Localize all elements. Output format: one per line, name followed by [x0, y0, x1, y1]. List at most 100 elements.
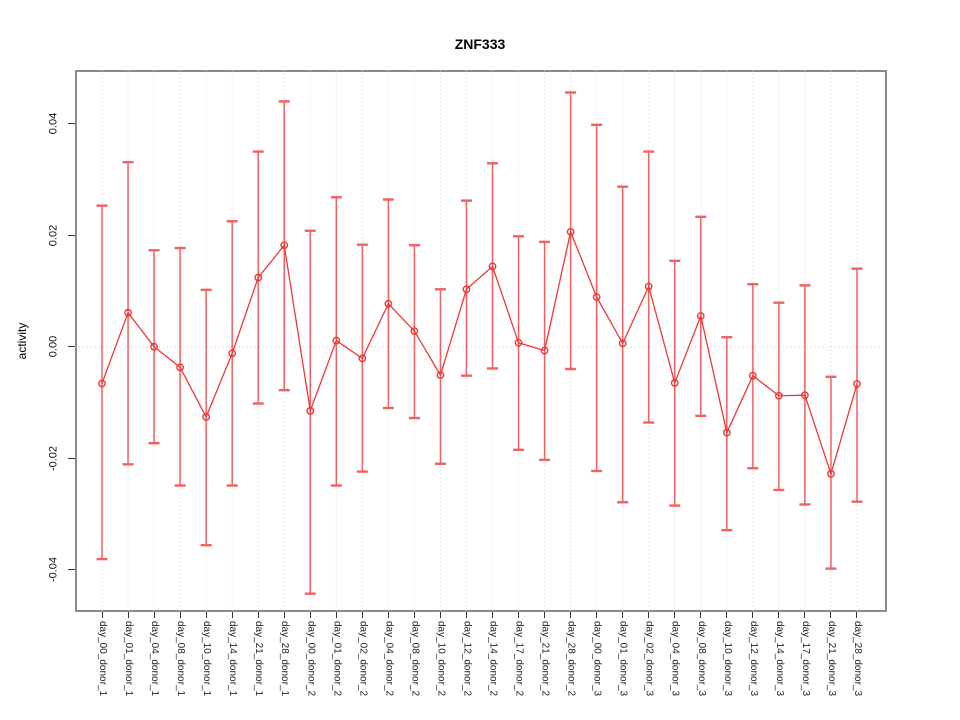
x-axis-tick-label: day_02_donor_2 [357, 621, 369, 697]
x-axis-tick-label: day_01_donor_2 [331, 621, 343, 697]
x-axis-tick-label: day_12_donor_2 [461, 621, 473, 697]
x-axis-tick [387, 612, 389, 618]
x-axis-tick [205, 612, 207, 618]
x-axis-tick [335, 612, 337, 618]
x-axis-tick [231, 612, 233, 618]
x-axis-tick-label: day_08_donor_1 [175, 621, 187, 697]
x-axis-tick [439, 612, 441, 618]
x-axis-tick-label: day_14_donor_2 [487, 621, 499, 697]
data-point-marker [384, 299, 393, 308]
data-point-marker [514, 338, 523, 347]
data-point-marker [254, 273, 263, 282]
x-axis-tick-label: day_17_donor_3 [799, 621, 811, 697]
x-axis-tick-label: day_28_donor_1 [279, 621, 291, 697]
plot-frame [75, 70, 887, 612]
y-axis-title: activity [15, 322, 29, 360]
x-axis-tick [570, 612, 572, 618]
x-axis-tick [752, 612, 754, 618]
x-axis-tick-label: day_00_donor_1 [97, 621, 108, 697]
x-axis-tick [518, 612, 520, 618]
x-axis-tick [804, 612, 806, 618]
x-axis-tick-label: day_04_donor_2 [383, 621, 395, 697]
x-axis-tick [726, 612, 728, 618]
x-axis-tick [492, 612, 493, 618]
data-point-marker [540, 346, 549, 355]
data-point-marker [358, 354, 367, 363]
x-axis-tick [361, 612, 363, 618]
x-axis-tick-label: day_00_donor_3 [591, 621, 603, 697]
x-axis-tick-label: day_04_donor_3 [669, 621, 681, 697]
y-axis-tick-label: -0.02 [47, 445, 60, 471]
x-axis-tick [309, 612, 311, 618]
x-axis-tick-label: day_21_donor_3 [825, 621, 837, 697]
data-point-marker [332, 336, 341, 345]
x-axis-tick-label: day_28_donor_3 [851, 621, 863, 697]
y-axis-tick [68, 569, 75, 571]
data-point-marker [644, 282, 653, 291]
x-axis-tick-label: day_04_donor_1 [149, 621, 161, 697]
x-axis-tick [127, 612, 129, 618]
data-point-marker [228, 349, 237, 358]
x-axis-tick [544, 612, 546, 618]
data-point-marker [670, 379, 679, 387]
y-axis-tick-label: -0.04 [47, 557, 60, 583]
x-axis-tick [283, 612, 285, 618]
data-point-marker [827, 469, 835, 478]
data-point-marker [176, 363, 185, 372]
x-axis-tick [153, 612, 155, 618]
plot-area [75, 70, 887, 612]
y-axis-tick [68, 123, 75, 125]
data-point-marker [592, 293, 601, 301]
data-point-marker [124, 308, 132, 317]
x-axis-tick [101, 612, 103, 618]
data-point-marker [202, 413, 211, 421]
x-axis-tick-label: day_14_donor_1 [227, 621, 239, 697]
y-axis-tick [68, 346, 75, 348]
y-axis-tick-label: 0.00 [47, 335, 60, 358]
x-axis-tick-label: day_10_donor_2 [435, 621, 447, 697]
data-point-marker [462, 285, 471, 294]
data-point-marker [774, 391, 783, 400]
x-axis-tick [413, 612, 415, 618]
y-axis-tick [68, 457, 75, 459]
data-point-marker [488, 262, 497, 271]
series-line [101, 229, 858, 477]
data-point-marker [566, 227, 575, 236]
y-axis-tick-label: 0.04 [47, 112, 60, 135]
data-point-marker [436, 371, 445, 380]
data-point-marker [853, 380, 861, 388]
x-axis-tick [674, 612, 676, 618]
x-axis-tick [778, 612, 780, 618]
y-axis-tick-label: 0.02 [47, 224, 60, 246]
data-point-marker [306, 406, 315, 415]
data-point-marker [280, 241, 289, 250]
x-axis-tick-label: day_08_donor_3 [695, 621, 707, 697]
data-point-marker [618, 339, 627, 348]
y-axis-tick [68, 234, 75, 236]
x-axis-tick-label: day_01_donor_1 [123, 621, 135, 697]
x-axis-tick-label: day_10_donor_3 [721, 621, 733, 697]
x-axis-tick [465, 612, 467, 618]
x-axis-tick-label: day_21_donor_1 [253, 621, 265, 697]
data-point-marker [722, 428, 731, 437]
x-axis-tick-label: day_28_donor_2 [565, 621, 577, 697]
x-axis-tick-label: day_08_donor_2 [409, 621, 421, 697]
x-axis-tick-label: day_21_donor_2 [539, 621, 551, 697]
x-axis-tick-label: day_02_donor_3 [643, 621, 655, 697]
x-axis-tick [856, 612, 858, 618]
x-axis-tick [648, 612, 650, 618]
chart-title: ZNF333 [454, 36, 506, 52]
data-point-marker [696, 312, 705, 320]
x-axis-tick [700, 612, 702, 618]
data-point-marker [98, 379, 106, 388]
x-axis-tick-label: day_01_donor_3 [617, 621, 629, 697]
x-axis-tick-label: day_14_donor_3 [773, 621, 785, 697]
data-point-marker [410, 327, 419, 335]
x-axis-tick-label: day_17_donor_2 [513, 621, 525, 697]
x-axis-tick-label: day_00_donor_2 [305, 621, 317, 697]
x-axis-tick [622, 612, 624, 618]
data-point-marker [801, 391, 809, 400]
x-axis-tick-label: day_10_donor_1 [201, 621, 213, 697]
x-axis-tick [596, 612, 598, 618]
data-point-marker [748, 371, 757, 380]
